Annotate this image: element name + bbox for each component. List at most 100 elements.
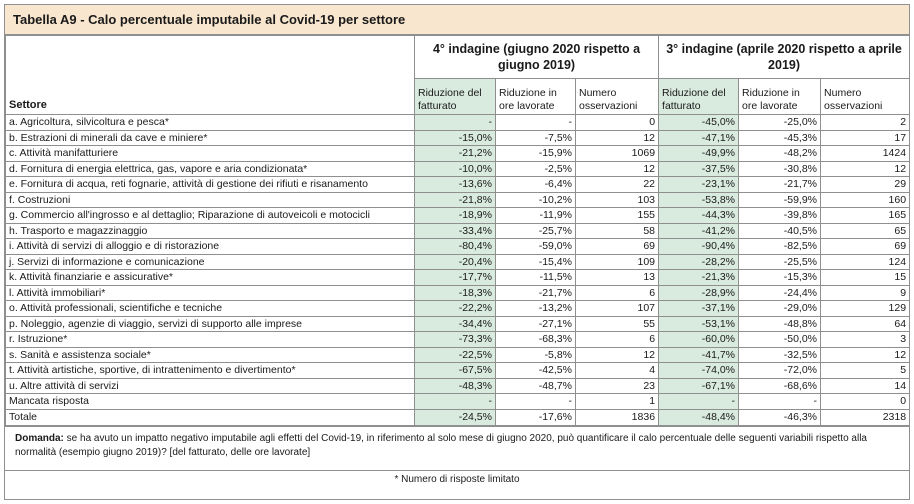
- fatturato-4-cell: -73,3%: [414, 331, 496, 348]
- oss-4-cell: 12: [574, 346, 660, 363]
- oss-3-cell: 64: [820, 315, 911, 332]
- ore-4-cell: -11,9%: [495, 207, 576, 224]
- fatturato-4-cell: -24,5%: [414, 408, 496, 426]
- oss-3-cell: 165: [820, 207, 911, 224]
- oss-3-cell: 124: [820, 253, 911, 270]
- table-row: d. Fornitura di energia elettrica, gas, …: [5, 160, 911, 177]
- ore-4-cell: -13,2%: [495, 300, 576, 317]
- ore-4-cell: -: [495, 393, 576, 410]
- oss-4-cell: 22: [574, 176, 660, 193]
- oss-4-cell: 1836: [574, 408, 660, 426]
- oss-4-cell: 155: [574, 207, 660, 224]
- sector-cell: r. Istruzione*: [5, 331, 415, 348]
- fatturato-4-cell: -15,0%: [414, 129, 496, 146]
- sector-cell: l. Attività immobiliari*: [5, 284, 415, 301]
- ore-3-cell: -15,3%: [738, 269, 822, 286]
- ore-3-cell: -82,5%: [738, 238, 822, 255]
- ore-3-cell: -46,3%: [738, 408, 822, 426]
- oss-3-cell: 129: [820, 300, 911, 317]
- ore-4-cell: -15,9%: [495, 145, 576, 162]
- fatturato-3-cell: -28,9%: [658, 284, 740, 301]
- fatturato-4-cell: -48,3%: [414, 377, 496, 394]
- table-container: Tabella A9 - Calo percentuale imputabile…: [4, 4, 911, 500]
- ore-3-cell: -32,5%: [738, 346, 822, 363]
- oss-4-cell: 6: [574, 331, 660, 348]
- oss-3-cell: 0: [820, 393, 911, 410]
- fatturato-3-cell: -48,4%: [658, 408, 740, 426]
- table-body: a. Agricoltura, silvicoltura e pesca* - -0…: [5, 114, 911, 426]
- oss-4-cell: 1: [574, 393, 660, 410]
- fatturato-3-cell: -47,1%: [658, 129, 740, 146]
- ore-3-cell: -45,3%: [738, 129, 822, 146]
- ore-3-cell: -40,5%: [738, 222, 822, 239]
- sector-cell: k. Attività finanziarie e assicurative*: [5, 269, 415, 286]
- fatturato-3-cell: -37,1%: [658, 300, 740, 317]
- fatturato-3-cell: -44,3%: [658, 207, 740, 224]
- table-row: a. Agricoltura, silvicoltura e pesca* - -0…: [5, 114, 911, 131]
- table-row: j. Servizi di informazione e comunicazio…: [5, 253, 911, 270]
- oss-3-cell: 3: [820, 331, 911, 348]
- table-row: c. Attività manifatturiere -21,2% -15,9% 10…: [5, 145, 911, 162]
- fatturato-4-cell: -34,4%: [414, 315, 496, 332]
- ore-4-cell: -68,3%: [495, 331, 576, 348]
- table-row: l. Attività immobiliari* -18,3% -21,7% 6 -28…: [5, 284, 911, 301]
- sector-cell: j. Servizi di informazione e comunicazio…: [5, 253, 415, 270]
- fatturato-3-cell: -41,7%: [658, 346, 740, 363]
- sector-cell: a. Agricoltura, silvicoltura e pesca*: [5, 114, 415, 131]
- fatturato-3-cell: -53,1%: [658, 315, 740, 332]
- fatturato-4-cell: -17,7%: [414, 269, 496, 286]
- oss-4-cell: 103: [574, 191, 660, 208]
- ore-4-cell: -17,6%: [495, 408, 576, 426]
- sector-cell: f. Costruzioni: [5, 191, 415, 208]
- ore-3-cell: -29,0%: [738, 300, 822, 317]
- fatturato-4-cell: -67,5%: [414, 362, 496, 379]
- oss-4-cell: 12: [574, 160, 660, 177]
- fatturato-4-cell: -80,4%: [414, 238, 496, 255]
- table-row: o. Attività professionali, scientifiche …: [5, 300, 911, 317]
- sector-cell: b. Estrazioni di minerali da cave e mini…: [5, 129, 415, 146]
- oss-3-cell: 69: [820, 238, 911, 255]
- fatturato-4-cell: -18,3%: [414, 284, 496, 301]
- sector-cell: h. Trasporto e magazzinaggio: [5, 222, 415, 239]
- oss-3-cell: 5: [820, 362, 911, 379]
- total-row: Totale -24,5% -17,6% 1836 -48,4% -46,3% 2318: [5, 408, 911, 426]
- note-label: Domanda:: [15, 432, 64, 444]
- fatturato-3-cell: -21,3%: [658, 269, 740, 286]
- fatturato-3-cell: -41,2%: [658, 222, 740, 239]
- table-row: t. Attività artistiche, sportive, di int…: [5, 362, 911, 379]
- ore-4-cell: -11,5%: [495, 269, 576, 286]
- oss-4-cell: 6: [574, 284, 660, 301]
- ore-3-cell: -25,5%: [738, 253, 822, 270]
- oss-3-cell: 14: [820, 377, 911, 394]
- sector-cell: t. Attività artistiche, sportive, di int…: [5, 362, 415, 379]
- ore-3-cell: -50,0%: [738, 331, 822, 348]
- ore-4-cell: -15,4%: [495, 253, 576, 270]
- table-row: g. Commercio all'ingrosso e al dettaglio…: [5, 207, 911, 224]
- ore-4-cell: -21,7%: [495, 284, 576, 301]
- ore-3-cell: -24,4%: [738, 284, 822, 301]
- col-header-fatturato-4: Riduzione del fatturato: [414, 78, 496, 115]
- sector-cell: o. Attività professionali, scientifiche …: [5, 300, 415, 317]
- col-header-ore-3: Riduzione in ore lavorate: [738, 78, 822, 115]
- ore-4-cell: -27,1%: [495, 315, 576, 332]
- fatturato-4-cell: -21,8%: [414, 191, 496, 208]
- oss-3-cell: 17: [820, 129, 911, 146]
- oss-4-cell: 23: [574, 377, 660, 394]
- ore-4-cell: -25,7%: [495, 222, 576, 239]
- table-row: u. Altre attività di servizi -48,3% -48,7%…: [5, 377, 911, 394]
- oss-4-cell: 109: [574, 253, 660, 270]
- oss-3-cell: 65: [820, 222, 911, 239]
- note-text: se ha avuto un impatto negativo imputabi…: [15, 432, 867, 458]
- oss-3-cell: 1424: [820, 145, 911, 162]
- sector-cell: s. Sanità e assistenza sociale*: [5, 346, 415, 363]
- sector-cell: Mancata risposta: [5, 393, 415, 410]
- ore-4-cell: -10,2%: [495, 191, 576, 208]
- table-row: f. Costruzioni -21,8% -10,2% 103 -53,8% -59,9…: [5, 191, 911, 208]
- table-row: s. Sanità e assistenza sociale* -22,5% -5,…: [5, 346, 911, 363]
- col-header-oss-3: Numero osservazioni: [820, 78, 911, 115]
- ore-3-cell: -25,0%: [738, 114, 822, 131]
- fatturato-3-cell: -45,0%: [658, 114, 740, 131]
- fatturato-3-cell: -60,0%: [658, 331, 740, 348]
- oss-3-cell: 2318: [820, 408, 911, 426]
- ore-3-cell: -72,0%: [738, 362, 822, 379]
